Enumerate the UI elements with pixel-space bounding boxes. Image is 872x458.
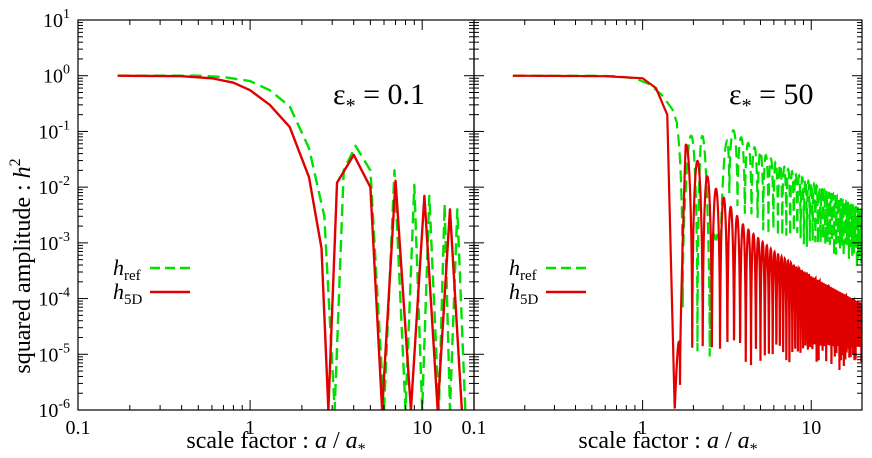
legend-label-h_5D: h5D	[509, 279, 539, 308]
series-line-h_5D	[117, 74, 464, 410]
panel-left: 0.1 1 10 10-6 10-5 10-4 10-3 10-2 10-1 100 101 scal…	[38, 7, 475, 458]
legend-label-h_ref: href	[113, 255, 141, 284]
x-tick-label: 0.1	[66, 417, 91, 439]
x-tick-label: 10	[801, 417, 821, 439]
y-tick-label: 10-6	[38, 397, 70, 422]
series-group	[117, 74, 467, 410]
x-tick-label: 1	[638, 417, 648, 439]
epsilon-annotation: ε* = 0.1	[333, 78, 425, 117]
x-tick-label: 1	[245, 417, 255, 439]
x-tick-label: 10	[412, 417, 432, 439]
y-tick-label: 10-5	[38, 341, 70, 366]
svg-text:squared amplitude : h2: squared amplitude : h2	[7, 158, 36, 373]
y-tick-label: 100	[43, 63, 70, 88]
series-line-h_5D	[512, 74, 862, 409]
epsilon-annotation: ε* = 50	[729, 78, 814, 117]
y-axis-label-h: h	[10, 166, 36, 178]
x-tick-label: 0.1	[462, 417, 487, 439]
x-axis-label: scale factor : a / a*	[186, 428, 365, 458]
series-group	[512, 74, 862, 409]
legend-label-h_5D: h5D	[113, 279, 143, 308]
y-axis-label-text: squared amplitude :	[10, 178, 36, 373]
panel-right: 0.1 1 10 scale factor : a / a* ε* = 50 hrefh5…	[462, 19, 863, 458]
y-tick-label: 10-1	[38, 118, 70, 143]
y-tick-label: 10-4	[38, 286, 70, 311]
y-axis-label-sup: 2	[7, 158, 24, 166]
y-tick-label: 10-3	[38, 230, 70, 255]
y-axis-label: squared amplitude : h2	[7, 158, 36, 373]
y-tick-label: 10-2	[38, 174, 70, 199]
y-tick-label: 101	[43, 7, 70, 32]
x-axis-label: scale factor : a / a*	[578, 428, 757, 458]
legend-label-h_ref: href	[509, 255, 537, 284]
plot-frame	[473, 19, 863, 411]
